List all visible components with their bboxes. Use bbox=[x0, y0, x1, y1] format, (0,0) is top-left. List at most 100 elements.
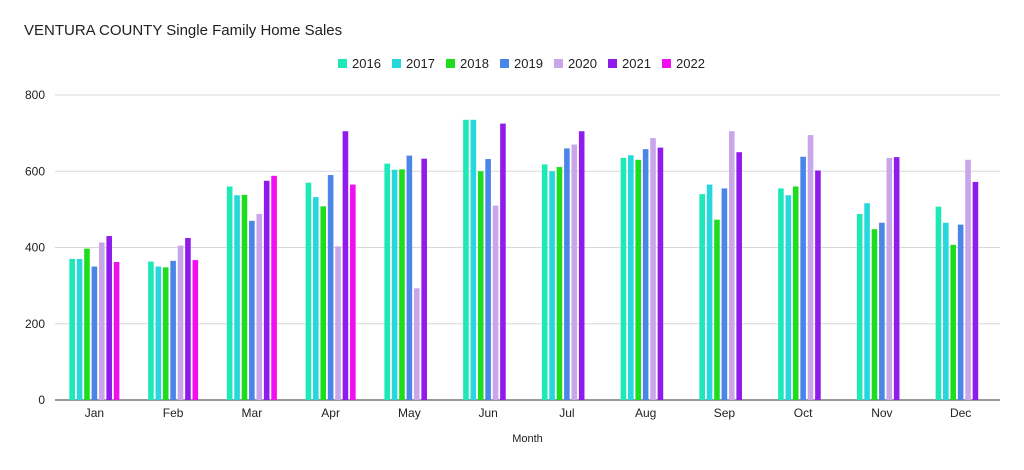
bar bbox=[320, 206, 327, 400]
legend-swatch bbox=[662, 59, 671, 68]
x-tick-label: Jul bbox=[559, 406, 574, 420]
bar bbox=[463, 119, 469, 400]
x-tick-label: Dec bbox=[950, 406, 971, 420]
bar bbox=[500, 123, 506, 400]
bar bbox=[350, 184, 356, 400]
bar bbox=[76, 258, 83, 400]
legend-label: 2020 bbox=[568, 56, 597, 71]
bar bbox=[864, 203, 870, 400]
bar bbox=[470, 119, 477, 400]
bar bbox=[728, 131, 735, 400]
bar bbox=[635, 159, 642, 400]
bar bbox=[714, 219, 720, 400]
bar bbox=[155, 266, 162, 400]
bar bbox=[736, 152, 742, 400]
bar bbox=[177, 245, 184, 400]
x-tick-label: Oct bbox=[794, 406, 813, 420]
bar bbox=[399, 169, 405, 400]
bar bbox=[620, 157, 627, 400]
bar bbox=[113, 261, 120, 400]
bar bbox=[564, 148, 570, 401]
bar bbox=[549, 171, 555, 400]
bar bbox=[492, 205, 499, 400]
bar bbox=[148, 261, 154, 400]
bar bbox=[879, 222, 885, 400]
bar bbox=[271, 175, 277, 400]
legend-swatch bbox=[608, 59, 617, 68]
bar bbox=[657, 147, 664, 400]
y-tick-label: 0 bbox=[38, 393, 45, 407]
bar bbox=[241, 194, 248, 400]
bar bbox=[327, 175, 334, 400]
bar bbox=[972, 181, 979, 400]
bar bbox=[957, 224, 964, 401]
bar bbox=[642, 149, 649, 400]
bar bbox=[477, 171, 484, 400]
bar bbox=[313, 197, 319, 400]
x-tick-label: Nov bbox=[871, 406, 892, 420]
x-tick-label: Feb bbox=[163, 406, 184, 420]
bar bbox=[406, 155, 413, 400]
legend-swatch bbox=[554, 59, 563, 68]
bar bbox=[965, 159, 971, 400]
bar bbox=[800, 156, 806, 400]
legend-label: 2018 bbox=[460, 56, 489, 71]
bar bbox=[807, 135, 814, 400]
bar bbox=[69, 258, 75, 400]
legend-label: 2021 bbox=[622, 56, 651, 71]
y-tick-label: 800 bbox=[25, 88, 45, 102]
bar bbox=[893, 157, 900, 400]
bar bbox=[226, 186, 233, 400]
bar bbox=[935, 206, 942, 400]
x-tick-label: Aug bbox=[635, 406, 656, 420]
bar bbox=[650, 138, 656, 400]
bar bbox=[541, 164, 548, 400]
legend-label: 2016 bbox=[352, 56, 381, 71]
bar bbox=[91, 266, 98, 400]
chart-title: VENTURA COUNTY Single Family Home Sales bbox=[24, 22, 343, 39]
y-tick-label: 200 bbox=[25, 317, 45, 331]
bar bbox=[721, 188, 728, 400]
bar bbox=[856, 213, 863, 400]
bar bbox=[305, 182, 312, 400]
legend-swatch bbox=[338, 59, 347, 68]
bar bbox=[785, 195, 792, 400]
bar bbox=[706, 184, 713, 400]
bar bbox=[335, 246, 341, 400]
bar bbox=[699, 194, 705, 401]
bar bbox=[778, 188, 784, 400]
x-tick-label: May bbox=[398, 406, 421, 420]
legend-swatch bbox=[392, 59, 401, 68]
bar bbox=[98, 242, 105, 400]
legend-label: 2022 bbox=[676, 56, 705, 71]
legend-label: 2017 bbox=[406, 56, 435, 71]
bar bbox=[628, 155, 634, 400]
x-tick-label: Mar bbox=[242, 406, 263, 420]
y-tick-label: 600 bbox=[25, 164, 45, 178]
bar bbox=[792, 186, 799, 400]
bar bbox=[263, 180, 270, 400]
legend-swatch bbox=[500, 59, 509, 68]
bar bbox=[342, 131, 349, 400]
bar bbox=[162, 267, 169, 400]
bar bbox=[391, 169, 398, 400]
y-tick-label: 400 bbox=[25, 241, 45, 255]
bar bbox=[106, 236, 112, 400]
bar bbox=[249, 220, 255, 400]
bar bbox=[384, 163, 390, 401]
bar bbox=[578, 131, 585, 400]
x-axis-title: Month bbox=[512, 433, 543, 445]
bar bbox=[84, 248, 90, 400]
bar bbox=[234, 195, 240, 400]
bar bbox=[192, 260, 199, 400]
bar bbox=[943, 222, 949, 400]
legend-swatch bbox=[446, 59, 455, 68]
bar bbox=[886, 157, 893, 400]
bar bbox=[950, 244, 957, 400]
bar bbox=[485, 159, 491, 400]
x-tick-label: Jun bbox=[478, 406, 497, 420]
bar bbox=[170, 260, 176, 400]
bar bbox=[871, 229, 878, 400]
